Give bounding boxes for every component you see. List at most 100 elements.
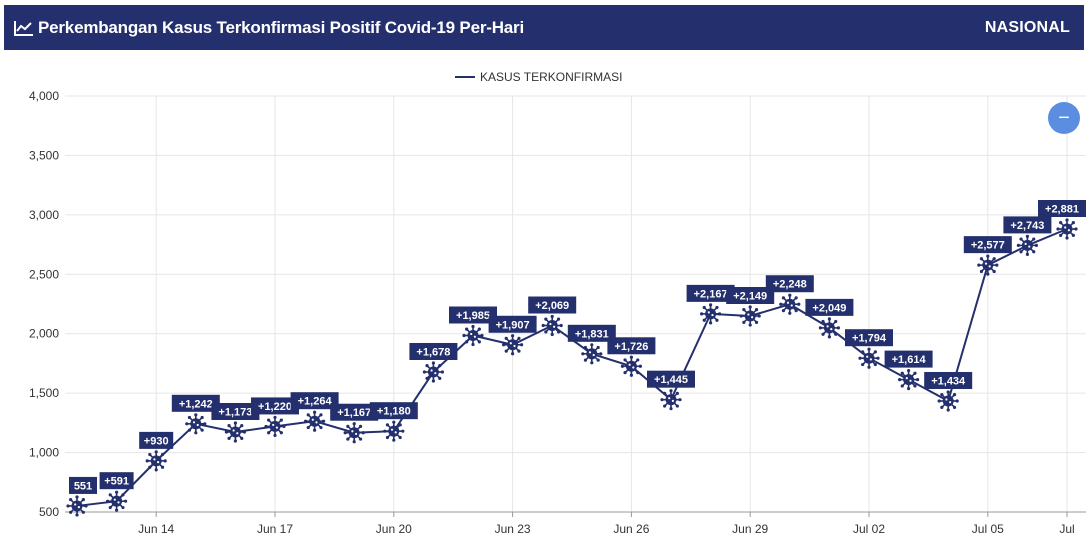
virus-icon: [898, 368, 920, 391]
data-label-bg: [171, 394, 220, 412]
data-label-text: +1,434: [931, 375, 966, 387]
virus-spike-tip: [319, 425, 323, 430]
virus-spot: [77, 506, 80, 509]
data-label-bg: [924, 371, 973, 389]
virus-spot: [390, 428, 394, 431]
virus-spike-tip: [264, 424, 268, 429]
virus-body: [546, 320, 558, 332]
virus-spike-tip: [471, 342, 475, 347]
data-label-text: +1,180: [377, 406, 411, 418]
virus-spot: [984, 262, 988, 265]
chart-legend[interactable]: KASUS TERKONFIRMASI: [455, 70, 622, 84]
virus-spike-tip: [304, 419, 308, 423]
data-label-text: 551: [74, 480, 92, 492]
virus-body: [942, 395, 954, 407]
virus-spike-tip: [861, 362, 865, 367]
data-label-text: +1,445: [654, 374, 688, 386]
virus-spike-tip: [940, 393, 944, 397]
virus-spot: [196, 423, 199, 427]
virus-spot: [711, 313, 714, 317]
data-label: +1,985: [449, 306, 497, 324]
virus-icon: [501, 334, 524, 356]
virus-spike-tip: [550, 332, 554, 337]
virus-spike-tip: [510, 352, 515, 356]
virus-spike-tip: [556, 330, 561, 334]
virus-spike-tip: [1065, 218, 1069, 222]
virus-spot: [311, 418, 314, 421]
data-label-text: +2,248: [773, 279, 807, 291]
virus-spike-tip: [504, 336, 508, 341]
virus-spike-tip: [995, 263, 999, 267]
virus-spot: [470, 332, 473, 336]
data-label: +1,445: [647, 370, 695, 388]
data-label-bg: [528, 296, 577, 314]
data-label: +1,434: [924, 371, 973, 389]
virus-spike-tip: [583, 345, 588, 350]
virus-spike-tip: [194, 431, 198, 435]
virus-spot: [830, 327, 833, 331]
virus-spike-tip: [590, 361, 594, 365]
virus-spike-tip: [465, 327, 469, 331]
data-label: +1,180: [369, 402, 418, 420]
data-label: +1,220: [251, 397, 299, 415]
virus-spike-tip: [898, 377, 902, 382]
data-label-bg: [963, 236, 1012, 254]
virus-spot: [236, 432, 239, 435]
data-label: +1,794: [845, 329, 893, 347]
series-markers: [66, 218, 1078, 517]
data-label: +2,049: [805, 298, 854, 316]
virus-spot: [1024, 242, 1027, 246]
virus-spike-tip: [907, 368, 911, 373]
virus-body: [665, 394, 677, 406]
data-label-bg: [884, 350, 933, 368]
data-label-text: +1,726: [614, 341, 648, 353]
data-label-bg: [139, 431, 174, 449]
x-tick-label: Jul 05: [972, 522, 1004, 536]
virus-spot: [1064, 226, 1067, 229]
virus-spike-tip: [187, 415, 192, 420]
virus-body: [309, 415, 321, 427]
legend-label: KASUS TERKONFIRMASI: [480, 70, 622, 84]
virus-spike-tip: [115, 508, 119, 512]
data-label-text: +2,167: [694, 288, 728, 300]
virus-spike-tip: [559, 323, 563, 328]
x-tick-label: Jun 23: [495, 522, 531, 536]
virus-spike-tip: [346, 437, 350, 441]
virus-spike-tip: [1025, 234, 1029, 239]
virus-spike-tip: [794, 308, 798, 313]
virus-spike-tip: [754, 320, 759, 324]
virus-spike-tip: [629, 373, 633, 377]
data-label: +2,577: [963, 236, 1012, 254]
virus-body: [982, 259, 994, 271]
title-wrap: Perkembangan Kasus Terkonfirmasi Positif…: [14, 18, 524, 38]
virus-spike-tip: [986, 254, 990, 258]
virus-icon: [1016, 234, 1038, 257]
virus-spike-tip: [422, 370, 426, 374]
virus-body: [625, 360, 637, 372]
virus-spike-tip: [480, 333, 484, 338]
data-label-bg: [726, 287, 775, 305]
virus-spot: [232, 429, 235, 432]
virus-icon: [700, 303, 722, 325]
virus-spot: [513, 344, 516, 348]
virus-spike-tip: [788, 311, 792, 315]
virus-icon: [660, 389, 682, 411]
virus-spot: [117, 501, 120, 504]
virus-spike-tip: [818, 326, 822, 330]
virus-spike-tip: [84, 504, 88, 508]
virus-spike-tip: [992, 257, 996, 261]
virus-spike-tip: [431, 361, 435, 365]
x-tick-label: Jun 20: [376, 522, 412, 536]
virus-body: [705, 308, 717, 320]
data-label: +2,069: [528, 296, 577, 314]
virus-spike-tip: [322, 419, 326, 423]
data-label-bg: [647, 370, 695, 388]
zoom-out-button[interactable]: −: [1048, 102, 1080, 134]
virus-spike-tip: [709, 303, 713, 307]
virus-spike-tip: [596, 358, 600, 362]
virus-spike-tip: [203, 422, 207, 426]
data-label-text: +1,173: [218, 407, 252, 419]
virus-spike-tip: [940, 405, 944, 409]
virus-spike-tip: [194, 413, 198, 417]
y-tick-label: 3,500: [29, 148, 59, 162]
